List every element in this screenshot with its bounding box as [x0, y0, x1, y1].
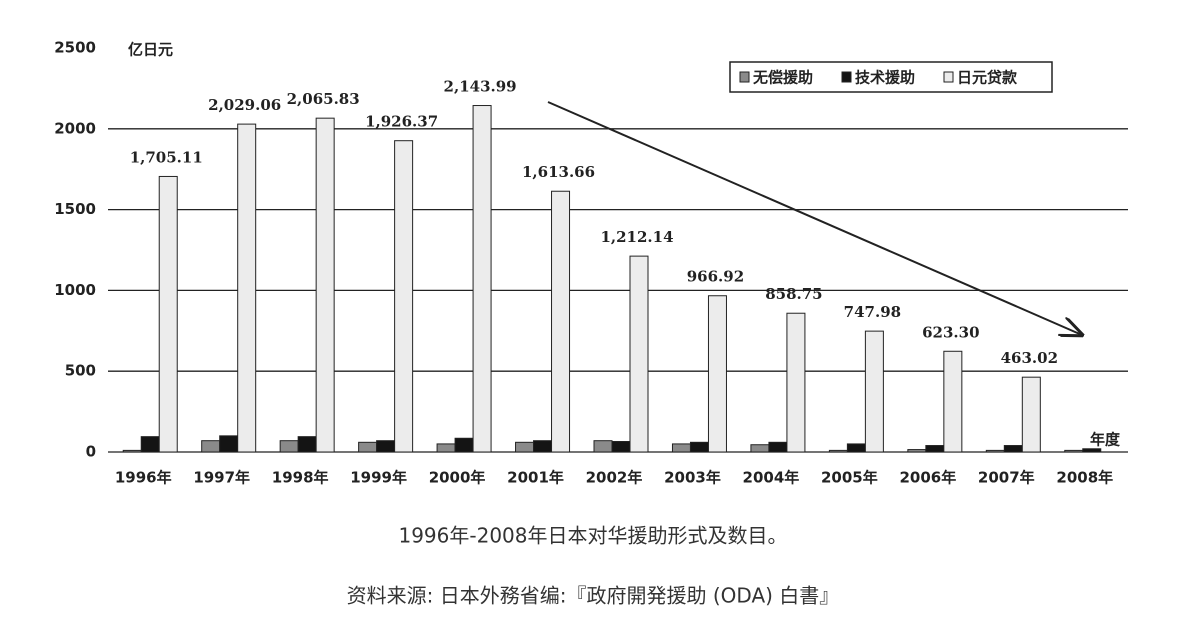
value-label: 623.30: [922, 323, 979, 341]
legend-swatch: [841, 71, 852, 83]
bar: [786, 312, 806, 453]
value-label: 1,926.37: [365, 113, 438, 131]
x-tick-label: 1999年: [350, 469, 407, 487]
bar: [846, 443, 866, 453]
bar: [1021, 376, 1041, 453]
y-tick-label: 1000: [54, 281, 96, 299]
x-tick-label: 2006年: [899, 469, 956, 487]
x-tick-label: 2004年: [743, 469, 800, 487]
bar: [768, 441, 788, 453]
bar: [472, 105, 492, 453]
x-tick-label: 2007年: [978, 469, 1035, 487]
bar: [122, 449, 142, 453]
bar: [315, 117, 335, 453]
bar: [436, 443, 456, 453]
x-tick-label: 2008年: [1056, 469, 1113, 487]
bar: [454, 437, 474, 453]
bar: [864, 330, 884, 453]
bar: [201, 440, 221, 453]
bar: [515, 441, 535, 453]
x-tick-label: 2003年: [664, 469, 721, 487]
value-label: 858.75: [765, 285, 822, 303]
bar: [533, 440, 553, 453]
value-label: 2,065.83: [287, 90, 360, 108]
bar: [629, 255, 649, 453]
value-label: 1,212.14: [600, 228, 673, 246]
caption: 1996年-2008年日本对华援助形式及数目。: [398, 524, 787, 548]
legend-swatch: [943, 71, 954, 83]
bar: [1003, 445, 1023, 453]
x-tick-label: 2002年: [586, 469, 643, 487]
value-label: 2,029.06: [208, 96, 281, 114]
bar: [279, 440, 299, 453]
bar: [943, 350, 963, 453]
bar: [1082, 448, 1102, 453]
y-tick-label: 0: [86, 443, 96, 461]
bar: [985, 449, 1005, 453]
x-tick-label: 2001年: [507, 469, 564, 487]
bar: [237, 123, 257, 453]
y-tick-label: 2500: [54, 39, 96, 57]
bar: [689, 441, 709, 453]
value-label: 747.98: [844, 303, 901, 321]
source: 资料来源: 日本外務省编:『政府開発援助 (ODA) 白書』: [347, 584, 840, 608]
legend-box: [729, 61, 1053, 93]
x-tick-label: 1997年: [193, 469, 250, 487]
value-label: 1,613.66: [522, 163, 595, 181]
y-unit: 亿日元: [128, 41, 173, 59]
bar: [1064, 449, 1084, 453]
bar: [394, 140, 414, 453]
bar: [707, 295, 727, 453]
value-label: 2,143.99: [444, 78, 517, 96]
legend-label: 无偿援助: [752, 69, 813, 87]
x-tick-label: 1996年: [115, 469, 172, 487]
y-tick-label: 2000: [54, 119, 96, 137]
bar: [907, 449, 927, 453]
bar: [140, 436, 160, 453]
bar: [671, 443, 691, 453]
bar: [593, 440, 613, 453]
y-tick-label: 500: [65, 362, 96, 380]
bar: [297, 436, 317, 453]
value-label: 966.92: [687, 268, 744, 286]
legend-label: 技术援助: [855, 69, 915, 87]
x-unit: 年度: [1090, 431, 1121, 449]
x-tick-label: 2000年: [429, 469, 486, 487]
y-tick-label: 1500: [54, 200, 96, 218]
bar: [158, 175, 178, 453]
bar: [750, 444, 770, 453]
value-label: 463.02: [1001, 349, 1058, 367]
legend-swatch: [739, 71, 750, 83]
x-tick-label: 2005年: [821, 469, 878, 487]
value-label: 1,705.11: [130, 148, 203, 166]
bar: [611, 440, 631, 453]
bar: [925, 445, 945, 453]
bar: [376, 440, 396, 453]
bar: [551, 190, 571, 453]
bar: [358, 441, 378, 453]
legend-label: 日元贷款: [957, 69, 1018, 87]
bar: [828, 449, 848, 453]
bar: [219, 435, 239, 453]
x-tick-label: 1998年: [272, 469, 329, 487]
trend-arrow: [547, 101, 1082, 335]
